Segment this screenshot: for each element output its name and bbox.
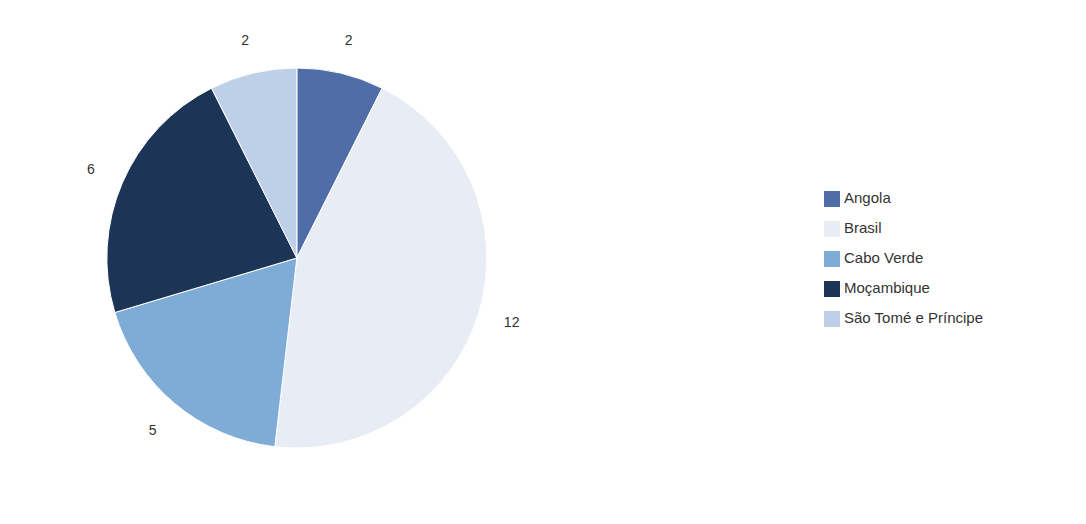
svg-text:5: 5 <box>149 422 157 438</box>
html-text:Cabo Verde: Cabo Verde <box>844 249 924 266</box>
svg-text:12: 12 <box>504 314 520 330</box>
svg-text:2: 2 <box>345 32 353 48</box>
svg-text:2: 2 <box>241 32 249 48</box>
html-text:São Tomé e Príncipe: São Tomé e Príncipe <box>844 309 983 326</box>
html-text:Moçambique: Moçambique <box>844 279 930 296</box>
svg-text:6: 6 <box>87 161 95 177</box>
html-text:Angola: Angola <box>844 189 891 206</box>
html-text:Brasil: Brasil <box>844 219 882 236</box>
